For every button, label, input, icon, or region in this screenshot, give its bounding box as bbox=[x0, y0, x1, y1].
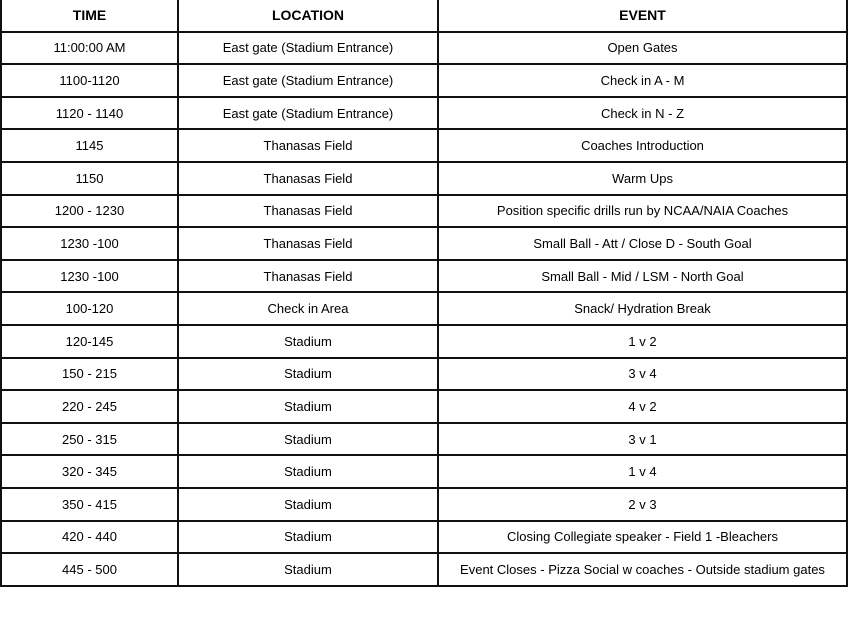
cell-event: 3 v 4 bbox=[437, 356, 848, 392]
schedule-table: TIME LOCATION EVENT 11:00:00 AM East gate… bbox=[0, 0, 848, 587]
header-time: TIME bbox=[0, 0, 179, 33]
cell-event: 1 v 4 bbox=[437, 454, 848, 489]
cell-event: 4 v 2 bbox=[437, 389, 848, 424]
cell-location: Thanasas Field bbox=[177, 226, 439, 261]
cell-event: Check in N - Z bbox=[437, 95, 848, 131]
table-row: 320 - 345 Stadium 1 v 4 bbox=[0, 454, 848, 489]
cell-time: 11:00:00 AM bbox=[0, 30, 179, 66]
table-row: 250 - 315 Stadium 3 v 1 bbox=[0, 421, 848, 457]
cell-location: Stadium bbox=[177, 454, 439, 489]
cell-time: 350 - 415 bbox=[0, 486, 179, 522]
table-row: 1100-1120 East gate (Stadium Entrance) Che… bbox=[0, 63, 848, 98]
cell-event: Warm Ups bbox=[437, 160, 848, 196]
cell-time: 320 - 345 bbox=[0, 454, 179, 489]
cell-location: Stadium bbox=[177, 519, 439, 555]
table-row: 120-145 Stadium 1 v 2 bbox=[0, 323, 848, 359]
table-row: 1145 Thanasas Field Coaches Introduction bbox=[0, 128, 848, 163]
cell-time: 445 - 500 bbox=[0, 552, 179, 587]
cell-event: 3 v 1 bbox=[437, 421, 848, 457]
cell-event: Snack/ Hydration Break bbox=[437, 291, 848, 326]
cell-location: Stadium bbox=[177, 356, 439, 392]
table-row: 1150 Thanasas Field Warm Ups bbox=[0, 160, 848, 196]
cell-time: 1230 -100 bbox=[0, 226, 179, 261]
cell-time: 1145 bbox=[0, 128, 179, 163]
table-row: 350 - 415 Stadium 2 v 3 bbox=[0, 486, 848, 522]
cell-location: Stadium bbox=[177, 389, 439, 424]
cell-event: Open Gates bbox=[437, 30, 848, 66]
table-row: 1230 -100 Thanasas Field Small Ball - Att … bbox=[0, 226, 848, 261]
table-row: 420 - 440 Stadium Closing Collegiate speak… bbox=[0, 519, 848, 555]
table-row: 1230 -100 Thanasas Field Small Ball - Mid … bbox=[0, 258, 848, 294]
cell-time: 120-145 bbox=[0, 323, 179, 359]
header-row: TIME LOCATION EVENT bbox=[0, 0, 848, 33]
cell-event: Small Ball - Att / Close D - South Goal bbox=[437, 226, 848, 261]
cell-location: Stadium bbox=[177, 486, 439, 522]
table-row: 220 - 245 Stadium 4 v 2 bbox=[0, 389, 848, 424]
cell-event: Closing Collegiate speaker - Field 1 -Bl… bbox=[437, 519, 848, 555]
cell-location: Stadium bbox=[177, 421, 439, 457]
table-row: 11:00:00 AM East gate (Stadium Entrance) O… bbox=[0, 30, 848, 66]
cell-location: Stadium bbox=[177, 552, 439, 587]
header-location: LOCATION bbox=[177, 0, 439, 33]
header-event: EVENT bbox=[437, 0, 848, 33]
cell-time: 250 - 315 bbox=[0, 421, 179, 457]
table-row: 100-120 Check in Area Snack/ Hydration Bre… bbox=[0, 291, 848, 326]
cell-time: 1120 - 1140 bbox=[0, 95, 179, 131]
cell-time: 220 - 245 bbox=[0, 389, 179, 424]
cell-time: 150 - 215 bbox=[0, 356, 179, 392]
cell-event: Check in A - M bbox=[437, 63, 848, 98]
cell-event: 1 v 2 bbox=[437, 323, 848, 359]
cell-location: Stadium bbox=[177, 323, 439, 359]
cell-location: Thanasas Field bbox=[177, 128, 439, 163]
table-row: 1120 - 1140 East gate (Stadium Entrance) C… bbox=[0, 95, 848, 131]
table-row: 1200 - 1230 Thanasas Field Position specif… bbox=[0, 193, 848, 229]
cell-location: Thanasas Field bbox=[177, 193, 439, 229]
cell-time: 420 - 440 bbox=[0, 519, 179, 555]
cell-location: East gate (Stadium Entrance) bbox=[177, 63, 439, 98]
table-row: 150 - 215 Stadium 3 v 4 bbox=[0, 356, 848, 392]
cell-time: 1100-1120 bbox=[0, 63, 179, 98]
cell-event: 2 v 3 bbox=[437, 486, 848, 522]
cell-event: Small Ball - Mid / LSM - North Goal bbox=[437, 258, 848, 294]
cell-event: Coaches Introduction bbox=[437, 128, 848, 163]
cell-location: Thanasas Field bbox=[177, 258, 439, 294]
cell-time: 1150 bbox=[0, 160, 179, 196]
cell-event: Position specific drills run by NCAA/NAI… bbox=[437, 193, 848, 229]
cell-time: 1200 - 1230 bbox=[0, 193, 179, 229]
cell-location: East gate (Stadium Entrance) bbox=[177, 95, 439, 131]
cell-location: East gate (Stadium Entrance) bbox=[177, 30, 439, 66]
cell-time: 1230 -100 bbox=[0, 258, 179, 294]
cell-location: Check in Area bbox=[177, 291, 439, 326]
cell-event: Event Closes - Pizza Social w coaches - … bbox=[437, 552, 848, 587]
cell-time: 100-120 bbox=[0, 291, 179, 326]
cell-location: Thanasas Field bbox=[177, 160, 439, 196]
table-row: 445 - 500 Stadium Event Closes - Pizza Soc… bbox=[0, 552, 848, 587]
